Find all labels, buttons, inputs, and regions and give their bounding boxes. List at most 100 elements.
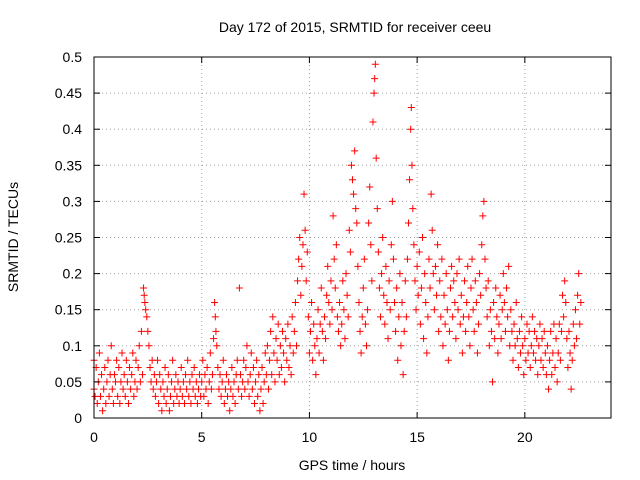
data-point [534, 371, 542, 379]
data-point [529, 349, 537, 357]
data-point [141, 298, 149, 306]
data-point [169, 356, 177, 364]
data-point [434, 241, 442, 249]
y-axis: 0 0.05 0.1 0.15 0.2 0.25 0.3 0.35 0.4 0.45 0.5 [55, 49, 611, 426]
data-points [90, 60, 585, 415]
data-point [414, 291, 422, 299]
data-point [375, 284, 383, 292]
data-point [95, 349, 103, 357]
data-point [187, 400, 195, 408]
data-point [220, 400, 228, 408]
data-point [445, 327, 453, 335]
data-point [179, 378, 187, 386]
data-point [315, 349, 323, 357]
data-point [162, 400, 170, 408]
data-point [531, 327, 539, 335]
data-point [360, 255, 368, 263]
data-point [554, 349, 562, 357]
data-point [244, 378, 252, 386]
data-point [513, 335, 521, 343]
data-point [373, 205, 381, 213]
data-point [149, 385, 157, 393]
data-point [276, 342, 284, 350]
x-tick-label: 5 [198, 429, 206, 445]
data-point [142, 306, 150, 314]
data-point [450, 277, 458, 285]
data-point [563, 335, 571, 343]
data-point [570, 342, 578, 350]
data-point [180, 400, 188, 408]
data-point [410, 241, 418, 249]
data-point [304, 313, 312, 321]
data-point [427, 190, 435, 198]
data-point [126, 363, 134, 371]
data-point [294, 277, 302, 285]
data-point [457, 291, 465, 299]
data-point [447, 284, 455, 292]
data-point [303, 248, 311, 256]
data-point [156, 371, 164, 379]
data-point [322, 335, 330, 343]
data-point [491, 335, 499, 343]
data-point [514, 363, 522, 371]
data-point [306, 327, 314, 335]
data-point [105, 392, 113, 400]
data-point [419, 234, 427, 241]
data-point [361, 320, 369, 328]
data-point [249, 363, 257, 371]
data-point [353, 219, 361, 227]
data-point [422, 298, 430, 306]
data-point [395, 313, 403, 321]
data-point [412, 306, 420, 314]
data-point [349, 176, 356, 184]
data-point [492, 284, 500, 292]
data-point [345, 226, 353, 234]
data-point [365, 219, 373, 227]
data-point [292, 342, 300, 350]
data-point [409, 205, 417, 213]
data-point [497, 335, 505, 343]
data-point [402, 313, 410, 321]
y-tick-label: 0.25 [55, 230, 82, 246]
data-point [190, 363, 198, 371]
data-point [314, 306, 322, 314]
data-point [494, 349, 502, 357]
data-point [496, 291, 504, 299]
data-point [273, 356, 281, 364]
data-point [184, 356, 192, 364]
data-point [441, 320, 449, 328]
data-point [186, 378, 194, 386]
data-point [267, 327, 275, 335]
data-point [269, 313, 277, 321]
data-point [298, 262, 306, 270]
data-point [165, 407, 173, 415]
data-point [319, 356, 327, 364]
data-point [164, 371, 172, 379]
y-tick-label: 0.35 [55, 157, 82, 173]
data-point [504, 313, 512, 321]
data-point [109, 400, 117, 408]
data-point [403, 255, 411, 263]
data-point [216, 371, 224, 379]
data-point [401, 277, 409, 285]
data-point [178, 392, 186, 400]
data-point [398, 298, 406, 306]
data-point [468, 255, 476, 263]
data-point [451, 298, 459, 306]
data-point [370, 89, 378, 97]
data-point [408, 161, 416, 169]
data-point [168, 378, 176, 386]
data-point [108, 385, 116, 393]
data-point [138, 371, 146, 379]
data-point [260, 378, 268, 386]
x-tick-label: 0 [90, 429, 98, 445]
data-point [151, 392, 159, 400]
data-point [285, 363, 293, 371]
data-point [238, 392, 246, 400]
data-point [309, 356, 317, 364]
data-point [154, 356, 162, 364]
data-point [140, 291, 148, 299]
data-point [454, 306, 462, 314]
data-point [483, 313, 491, 321]
